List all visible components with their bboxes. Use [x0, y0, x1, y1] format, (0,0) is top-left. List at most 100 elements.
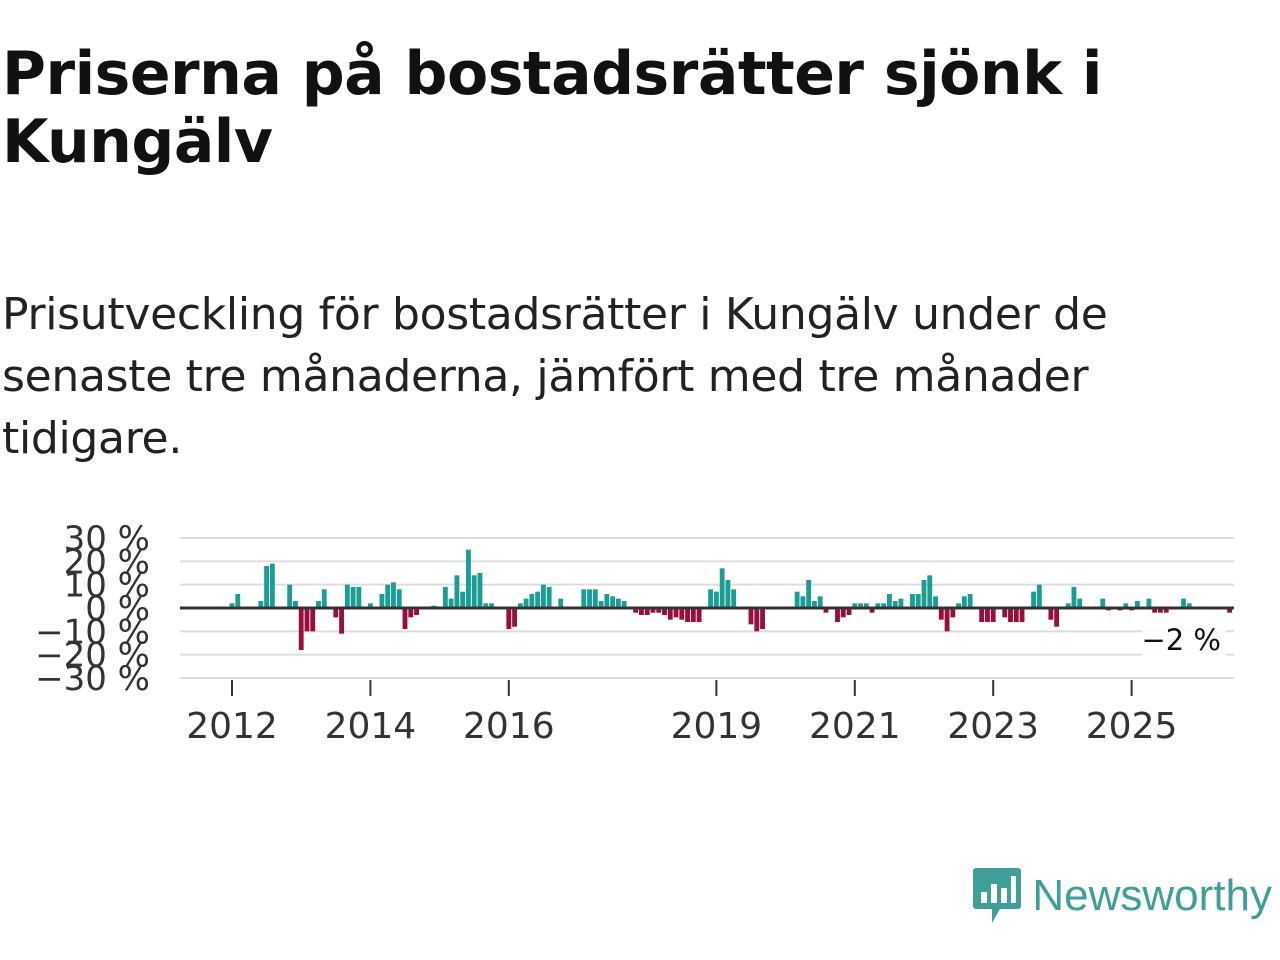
last-value-annotation: −2 %	[1141, 623, 1226, 660]
bar	[886, 594, 892, 608]
bar	[1152, 608, 1158, 613]
bar	[448, 598, 454, 608]
bar	[489, 603, 494, 608]
bar	[835, 608, 840, 622]
bar	[1163, 608, 1169, 613]
bar	[817, 596, 823, 608]
bar	[1036, 584, 1042, 608]
bar	[535, 591, 541, 608]
bar	[293, 601, 298, 608]
bar	[1002, 608, 1008, 618]
y-axis-labels: 30 %20 %10 %0 %−10 %−20 %−30 %	[35, 520, 150, 699]
x-tick-label: 2016	[463, 706, 555, 747]
bar	[990, 608, 996, 622]
bar	[794, 591, 800, 608]
bar	[408, 608, 414, 618]
bar	[956, 603, 962, 608]
bar	[1054, 608, 1060, 627]
bar	[1158, 608, 1163, 613]
bar	[1077, 598, 1083, 608]
bar	[264, 566, 270, 608]
bar	[391, 582, 396, 608]
bar	[460, 591, 466, 608]
bar	[604, 594, 610, 608]
bar	[350, 587, 356, 608]
bar	[235, 594, 241, 608]
chart-subtitle: Prisutveckling för bostadsrätter i Kungä…	[2, 289, 1108, 464]
last-value-label: −2 %	[1141, 623, 1221, 657]
bar	[396, 589, 402, 608]
bar	[673, 608, 679, 618]
bar	[316, 601, 321, 608]
bar	[1013, 608, 1019, 622]
bar	[517, 603, 523, 608]
bar	[287, 584, 293, 608]
bar	[483, 603, 489, 608]
bar	[685, 608, 690, 622]
bar	[840, 608, 846, 618]
bar	[1048, 608, 1054, 620]
brand-name: Newsworthy	[1032, 871, 1272, 920]
bar	[402, 608, 408, 629]
bar	[598, 601, 604, 608]
y-tick-label: −30 %	[35, 659, 150, 699]
bar	[806, 580, 812, 608]
bar	[731, 589, 737, 608]
bar	[610, 596, 616, 608]
bar	[269, 563, 275, 608]
bar	[333, 608, 339, 618]
bar	[587, 589, 592, 608]
y-tick-label: 30 %	[64, 520, 150, 559]
x-tick-label: 2021	[809, 706, 901, 747]
bar	[310, 608, 316, 632]
bar	[985, 608, 990, 622]
bar	[523, 598, 529, 608]
bar	[1146, 598, 1152, 608]
bar	[454, 575, 460, 608]
bar	[367, 603, 373, 608]
bar	[1065, 603, 1071, 608]
bar	[713, 591, 719, 608]
bar	[938, 608, 944, 620]
bar	[558, 598, 564, 608]
x-tick-label: 2023	[947, 706, 1039, 747]
bar	[1123, 603, 1129, 608]
bar	[892, 601, 898, 608]
bar	[967, 594, 973, 608]
bar	[1100, 598, 1106, 608]
bar	[1227, 608, 1233, 613]
bar	[540, 584, 546, 608]
bar	[921, 580, 927, 608]
bar	[471, 575, 477, 608]
bar	[621, 601, 627, 608]
bar	[979, 608, 985, 622]
bar	[529, 594, 535, 608]
bar	[581, 589, 587, 608]
bar	[754, 608, 760, 632]
bar	[667, 608, 673, 620]
x-tick-label: 2025	[1086, 706, 1178, 747]
bar	[846, 608, 852, 615]
bar	[944, 608, 950, 632]
bar	[477, 573, 483, 608]
newsworthy-logo: Newsworthy	[972, 866, 1272, 926]
bar	[858, 603, 863, 608]
bar	[898, 598, 904, 608]
bar	[229, 603, 235, 608]
bar	[950, 608, 956, 618]
x-tick-label: 2012	[186, 706, 278, 747]
y-tick-label: 20 %	[64, 542, 150, 582]
bar	[304, 608, 310, 632]
bar	[1019, 608, 1025, 622]
bar	[512, 608, 517, 627]
bar	[615, 598, 621, 608]
bar	[961, 596, 967, 608]
bar	[679, 608, 685, 620]
bar	[881, 603, 887, 608]
x-tick-label: 2019	[671, 706, 763, 747]
bar	[725, 580, 731, 608]
bar	[356, 587, 362, 608]
bar	[1181, 598, 1186, 608]
bar	[800, 596, 806, 608]
bar	[760, 608, 765, 629]
